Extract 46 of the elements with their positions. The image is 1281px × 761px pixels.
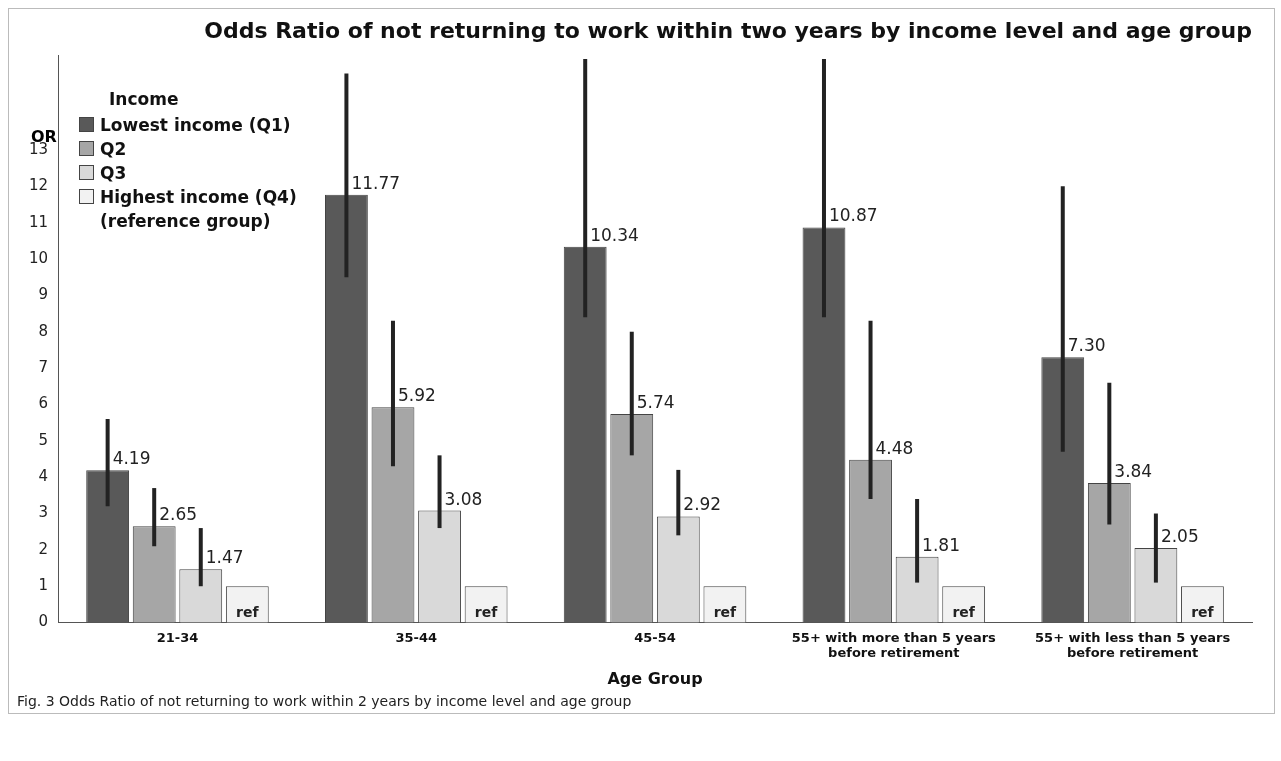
data-label: 1.81: [922, 534, 960, 555]
data-label: ref: [236, 604, 260, 621]
y-tick-label: 5: [38, 430, 49, 449]
data-label: 3.84: [1114, 460, 1153, 481]
legend-label: Q3: [100, 162, 127, 185]
y-tick-label: 3: [38, 503, 49, 522]
data-label: 2.05: [1160, 525, 1199, 546]
x-tick-label: 45-54: [634, 629, 676, 645]
data-label: ref: [1191, 604, 1215, 621]
chart-title: Odds Ratio of not returning to work within two years by income level and age group: [204, 17, 1252, 43]
legend-label: Highest income (Q4) (reference group): [100, 186, 298, 233]
y-tick-label: 12: [28, 176, 49, 195]
data-label: 3.08: [444, 488, 483, 509]
y-tick-label: 1: [38, 576, 49, 595]
x-tick-label: 35-44: [395, 629, 438, 645]
data-label: 5.74: [636, 391, 675, 412]
y-tick-label: 0: [38, 612, 49, 631]
y-tick-label: 8: [38, 321, 49, 340]
data-label: 11.77: [351, 172, 401, 193]
x-axis-title: Age Group: [607, 668, 703, 688]
data-label: ref: [474, 604, 499, 621]
y-tick-label: 10: [28, 248, 49, 267]
caption: Fig. 3 Odds Ratio of not returning to work within 2 years by income level and age group: [16, 692, 633, 711]
x-tick-label: 55+ with more than 5 years before retirement: [791, 629, 997, 661]
data-label: ref: [952, 604, 976, 621]
data-label: 2.65: [159, 504, 198, 525]
y-tick-label: 9: [38, 285, 49, 304]
data-label: 7.30: [1067, 335, 1106, 356]
legend-label: Lowest income (Q1): [100, 114, 291, 137]
legend-label: Q2: [100, 138, 127, 161]
y-tick-label: 11: [28, 212, 49, 231]
data-label: 2.92: [683, 494, 722, 515]
y-tick-label: 6: [38, 394, 49, 413]
data-label: 10.87: [828, 205, 878, 226]
x-tick-label: 21-34: [156, 629, 199, 645]
y-tick-label: 7: [38, 357, 49, 376]
x-tick-label: 55+ with less than 5 years before retirement: [1035, 629, 1231, 661]
data-label: 5.92: [397, 385, 436, 406]
data-label: 4.19: [112, 448, 151, 469]
legend-title: Income: [109, 89, 180, 109]
y-tick-label: 4: [38, 467, 49, 486]
data-label: ref: [713, 604, 738, 621]
data-label: 4.48: [875, 437, 914, 458]
data-label: 10.34: [590, 224, 639, 245]
y-tick-label: 2: [38, 539, 49, 558]
data-label: 1.47: [205, 547, 244, 568]
